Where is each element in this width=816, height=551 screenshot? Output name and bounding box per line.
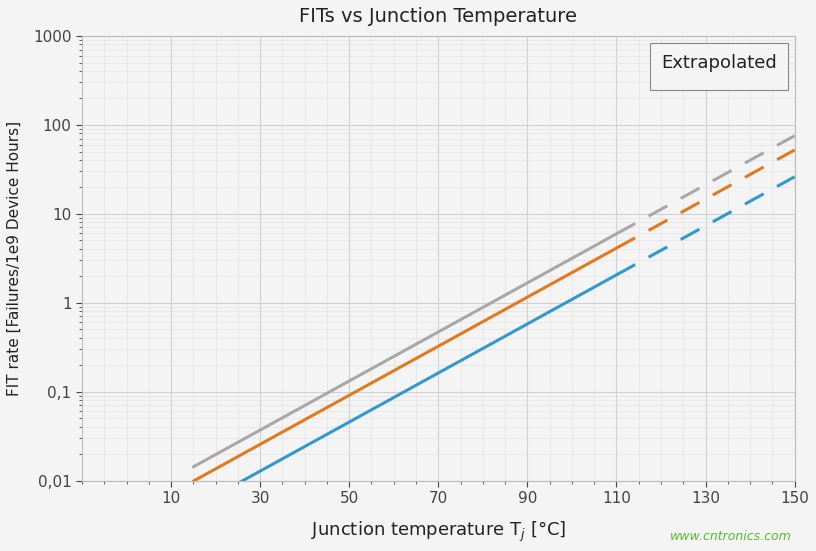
- Title: FITs vs Junction Temperature: FITs vs Junction Temperature: [299, 7, 577, 26]
- Text: www.cntronics.com: www.cntronics.com: [670, 530, 792, 543]
- Y-axis label: FIT rate [Failures/1e9 Device Hours]: FIT rate [Failures/1e9 Device Hours]: [7, 121, 22, 396]
- Legend: : [650, 43, 787, 90]
- X-axis label: Junction temperature T$_j$ [°C]: Junction temperature T$_j$ [°C]: [311, 520, 566, 544]
